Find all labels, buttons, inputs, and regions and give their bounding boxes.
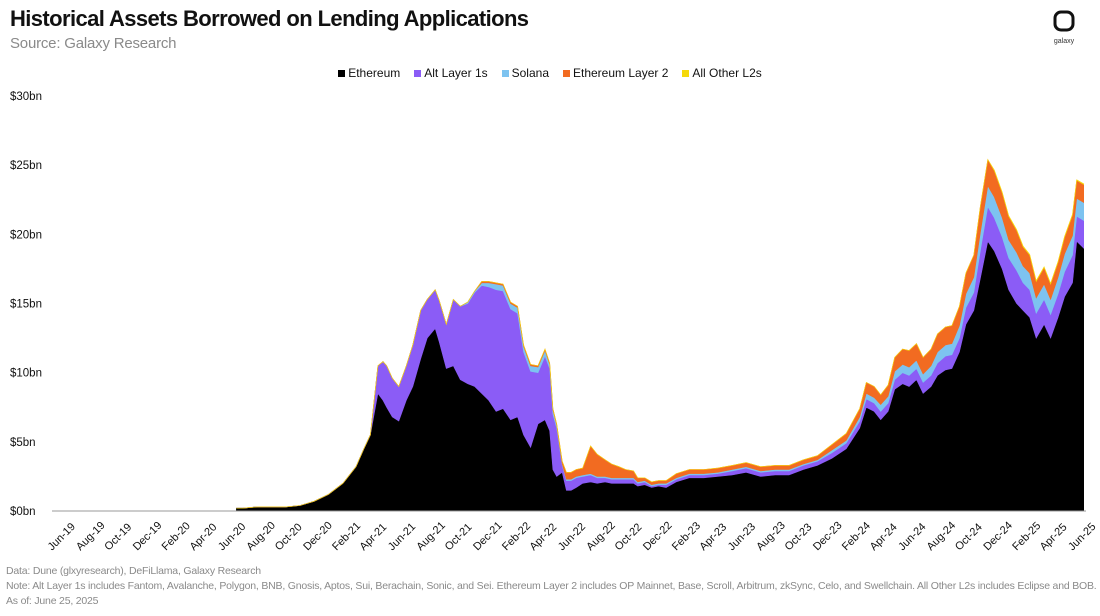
legend-item-0: Ethereum	[338, 66, 400, 80]
x-tick-label: Aug-23	[754, 520, 788, 554]
y-tick-label: $20bn	[10, 229, 42, 241]
y-tick-label: $10bn	[10, 368, 42, 380]
x-tick-label: Dec-19	[131, 520, 165, 554]
legend-item-2: Solana	[501, 66, 549, 80]
x-tick-label: Aug-21	[414, 520, 448, 554]
x-tick-label: Oct-23	[783, 521, 815, 553]
x-tick-label: Jun-21	[386, 521, 418, 553]
x-tick-label: Oct-21	[443, 521, 475, 553]
legend-label: All Other L2s	[692, 66, 762, 80]
x-tick-label: Dec-21	[471, 520, 505, 554]
x-tick-label: Aug-22	[584, 520, 618, 554]
data-source-note: Data: Dune (glxyresearch), DeFiLlama, Ga…	[6, 565, 261, 577]
legend-item-4: All Other L2s	[682, 66, 762, 80]
as-of-date: As of: June 25, 2025	[6, 595, 99, 607]
logo-text: galaxy	[1053, 38, 1075, 45]
legend-swatch	[414, 69, 422, 77]
y-tick-label: $0bn	[10, 506, 36, 518]
x-tick-label: Apr-25	[1038, 521, 1070, 553]
x-tick-label: Apr-23	[697, 521, 729, 553]
x-tick-label: Dec-22	[641, 520, 675, 554]
x-tick-label: Feb-23	[670, 520, 703, 553]
y-tick-label: $30bn	[10, 91, 42, 103]
x-tick-label: Jun-19	[46, 521, 78, 553]
legend-label: Ethereum	[348, 66, 401, 80]
x-tick-label: Oct-24	[953, 521, 985, 553]
chart-notes: Data: Dune (glxyresearch), DeFiLlama, Ga…	[6, 564, 1097, 609]
x-tick-label: Oct-22	[613, 521, 645, 553]
x-tick-label: Feb-25	[1010, 520, 1043, 553]
legend-swatch	[682, 69, 690, 77]
chart-legend: Ethereum Alt Layer 1s Solana Ethereum Layer…	[0, 66, 1100, 80]
galaxy-logo-icon	[1053, 10, 1075, 32]
x-tick-label: Aug-24	[925, 520, 959, 554]
x-tick-label: Jun-20	[216, 521, 248, 553]
x-tick-label: Aug-20	[244, 520, 278, 554]
legend-swatch	[501, 69, 509, 77]
x-tick-label: Jun-25	[1066, 521, 1098, 553]
legend-swatch	[338, 69, 346, 77]
x-tick-label: Feb-20	[160, 520, 193, 553]
x-tick-label: Jun-23	[726, 521, 758, 553]
chart-title: Historical Assets Borrowed on Lending Ap…	[10, 6, 529, 31]
x-tick-label: Feb-21	[330, 520, 363, 553]
chart-plot: $0bn$5bn$10bn$15bn$20bn$25bn$30bnJun-19A…	[10, 91, 1098, 554]
y-tick-label: $25bn	[10, 160, 42, 172]
legend-label: Alt Layer 1s	[424, 66, 488, 80]
x-tick-label: Apr-22	[528, 521, 560, 553]
x-tick-label: Jun-22	[556, 521, 588, 553]
legend-swatch	[563, 69, 570, 77]
legend-label: Ethereum Layer 2	[573, 66, 669, 80]
x-tick-label: Oct-20	[273, 521, 305, 553]
y-tick-label: $5bn	[10, 437, 36, 449]
x-tick-label: Dec-20	[301, 520, 335, 554]
legend-label: Solana	[511, 66, 549, 80]
x-tick-label: Feb-24	[840, 520, 873, 553]
x-tick-label: Dec-23	[811, 520, 845, 554]
legend-item-1: Alt Layer 1s	[414, 66, 488, 80]
x-tick-label: Aug-19	[74, 520, 108, 554]
x-tick-label: Apr-20	[188, 521, 220, 553]
x-tick-label: Dec-24	[981, 520, 1015, 554]
x-tick-label: Feb-22	[500, 520, 533, 553]
legend-item-3: Ethereum Layer 2	[563, 66, 668, 80]
x-tick-label: Jun-24	[896, 521, 928, 553]
footnote: Note: Alt Layer 1s includes Fantom, Aval…	[6, 580, 1097, 592]
y-tick-label: $15bn	[10, 299, 42, 311]
x-tick-label: Oct-19	[102, 521, 134, 553]
galaxy-logo: galaxy	[1044, 10, 1084, 45]
x-tick-label: Apr-21	[358, 521, 390, 553]
x-tick-label: Apr-24	[868, 521, 900, 553]
series-area-0	[236, 240, 1084, 512]
chart-subtitle: Source: Galaxy Research	[10, 35, 177, 52]
series-area-4	[236, 158, 1084, 509]
